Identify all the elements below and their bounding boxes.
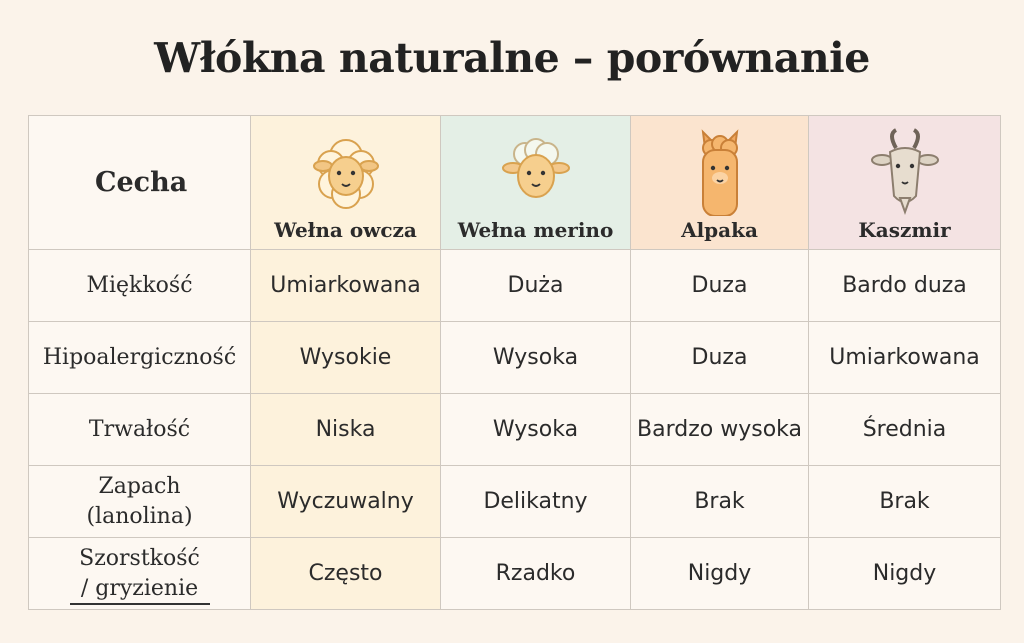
feature-label-line: Zapach [98, 473, 181, 499]
sheep-icon [312, 139, 379, 209]
column-label: Kaszmir [858, 218, 951, 242]
underline-mark [70, 603, 210, 605]
feature-column-header: Cecha [28, 115, 251, 250]
page-title: Włókna naturalne – porównanie [154, 34, 870, 82]
table-row: Trwałość Niska Wysoka Bardzo wysoka Śred… [28, 393, 1001, 466]
feature-label-line: / gryzienie [80, 575, 199, 601]
feature-label: Miękkość [28, 249, 251, 322]
feature-label-line: Szorstkość [79, 545, 200, 571]
table-cell: Delikatny [440, 465, 631, 538]
column-header-cashmere: Kaszmir [808, 115, 1001, 250]
column-header-merino-wool: Wełna merino [440, 115, 631, 250]
table-cell: Bardo duza [808, 249, 1001, 322]
table-row: Hipoalergiczność Wysokie Wysoka Duza Umi… [28, 321, 1001, 394]
column-label: Wełna merino [457, 218, 614, 242]
table-header-row: Cecha Wełna owcza [28, 115, 1001, 250]
table-cell: Niska [250, 393, 441, 466]
alpaca-icon [701, 129, 738, 216]
goat-icon [870, 128, 939, 215]
comparison-table: Cecha Wełna owcza [28, 115, 1001, 610]
table-row: Szorstkość / gryzienie Często Rzadko Nig… [28, 537, 1001, 610]
feature-label: Trwałość [28, 393, 251, 466]
table-cell: Duża [440, 249, 631, 322]
table-cell: Brak [808, 465, 1001, 538]
table-cell: Bardzo wysoka [630, 393, 809, 466]
table-cell: Umiarkowana [808, 321, 1001, 394]
table-row: Miękkość Umiarkowana Duża Duza Bardo duz… [28, 249, 1001, 322]
table-cell: Wysoka [440, 321, 631, 394]
table-cell: Wyczuwalny [250, 465, 441, 538]
column-label: Alpaka [681, 218, 758, 242]
column-label: Wełna owcza [274, 218, 417, 242]
table-row: Zapach (lanolina) Wyczuwalny Delikatny B… [28, 465, 1001, 538]
table-cell: Duza [630, 321, 809, 394]
table-cell: Często [250, 537, 441, 610]
table-cell: Nigdy [808, 537, 1001, 610]
table-cell: Nigdy [630, 537, 809, 610]
feature-label-line: (lanolina) [86, 503, 193, 529]
table-cell: Duza [630, 249, 809, 322]
feature-label: Hipoalergiczność [28, 321, 251, 394]
merino-sheep-icon [501, 138, 570, 198]
column-header-alpaca: Alpaka [630, 115, 809, 250]
column-header-sheep-wool: Wełna owcza [250, 115, 441, 250]
table-cell: Wysoka [440, 393, 631, 466]
table-cell: Umiarkowana [250, 249, 441, 322]
feature-label: Zapach (lanolina) [28, 465, 251, 538]
table-cell: Brak [630, 465, 809, 538]
table-cell: Średnia [808, 393, 1001, 466]
table-cell: Wysokie [250, 321, 441, 394]
table-cell: Rzadko [440, 537, 631, 610]
feature-label: Szorstkość / gryzienie [28, 537, 251, 610]
